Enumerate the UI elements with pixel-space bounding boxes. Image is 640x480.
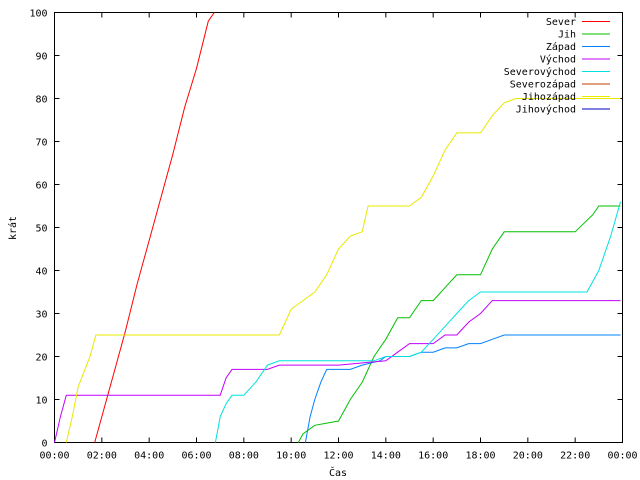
- x-tick-label: 04:00: [134, 451, 164, 462]
- y-tick-label: 30: [35, 310, 47, 321]
- series-line-východ: [54, 300, 621, 443]
- x-tick-label: 16:00: [418, 451, 448, 462]
- legend-label: Severovýchod: [504, 66, 576, 78]
- y-tick-label: 40: [35, 267, 47, 278]
- y-tick-label: 100: [29, 9, 47, 20]
- y-tick-label: 0: [41, 439, 47, 450]
- series-lines: [54, 12, 621, 443]
- x-tick-label: 02:00: [87, 451, 117, 462]
- x-tick-label: 14:00: [371, 451, 401, 462]
- axis-ticks: 00:00 02:00 04:00 06:00 08:00 10:00 12:00 14:00…: [29, 9, 637, 462]
- y-tick-label: 10: [35, 396, 47, 407]
- legend-label: Východ: [540, 54, 576, 66]
- x-tick-label: 00:00: [607, 451, 637, 462]
- legend-label: Sever: [546, 17, 576, 28]
- x-tick-label: 12:00: [323, 451, 353, 462]
- series-line-jihozápad: [65, 98, 621, 443]
- x-tick-label: 18:00: [465, 451, 495, 462]
- legend: Sever JihZápadVýchodSeverovýchodSeverozáp…: [504, 17, 610, 116]
- y-tick-label: 60: [35, 181, 47, 192]
- x-tick-label: 08:00: [229, 451, 259, 462]
- series-line-západ: [304, 334, 621, 443]
- x-tick-label: 06:00: [181, 451, 211, 462]
- series-line-severovýchod: [214, 201, 621, 443]
- series-line-sever: [94, 12, 215, 443]
- legend-label: Jih: [558, 30, 576, 41]
- legend-label: Jihovýchod: [516, 104, 576, 116]
- y-tick-label: 70: [35, 138, 47, 149]
- x-tick-label: 10:00: [276, 451, 306, 462]
- x-tick-label: 20:00: [513, 451, 543, 462]
- series-line-jih: [297, 205, 621, 443]
- x-axis-label: Čas: [329, 466, 347, 479]
- y-tick-label: 90: [35, 52, 47, 63]
- y-tick-label: 80: [35, 95, 47, 106]
- legend-label: Západ: [546, 41, 576, 53]
- x-tick-label: 00:00: [39, 451, 69, 462]
- x-tick-label: 22:00: [560, 451, 590, 462]
- y-tick-label: 20: [35, 353, 47, 364]
- y-axis-label: krát: [7, 216, 19, 240]
- legend-label: Jihozápad: [522, 91, 576, 103]
- y-tick-label: 50: [35, 224, 47, 235]
- legend-label: Severozápad: [510, 79, 576, 91]
